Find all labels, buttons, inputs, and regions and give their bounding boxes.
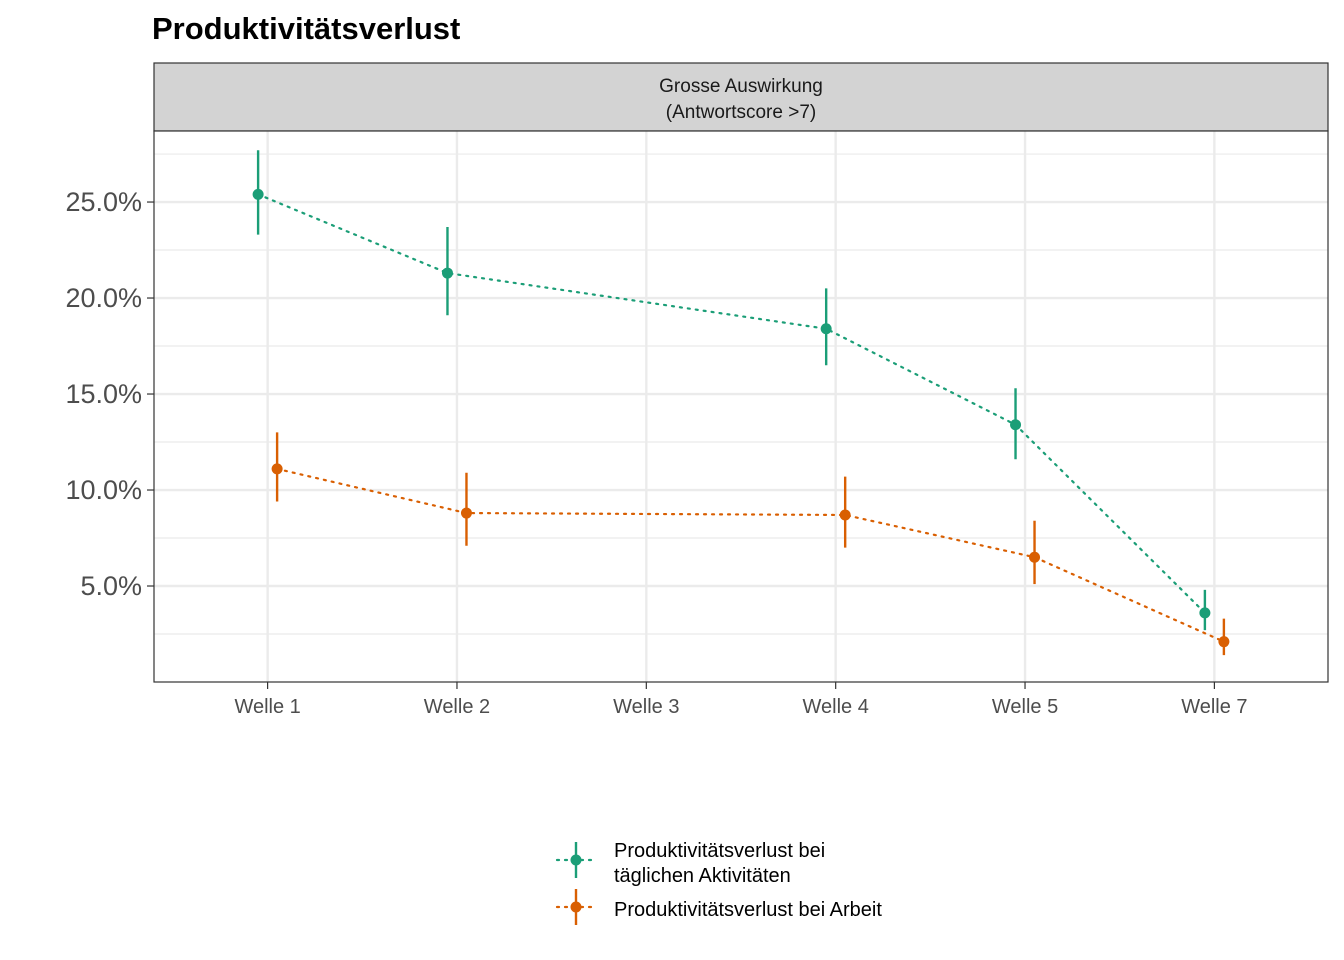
legend-key-point — [570, 901, 582, 913]
legend-label: täglichen Aktivitäten — [614, 865, 791, 887]
data-point — [1199, 607, 1211, 619]
data-point — [1218, 636, 1230, 648]
facet-label-line-1: Grosse Auswirkung — [659, 76, 823, 97]
plot-panel — [154, 131, 1328, 682]
x-tick-label: Welle 7 — [1181, 696, 1247, 718]
y-tick-label: 15.0% — [65, 379, 142, 409]
data-point — [460, 507, 472, 519]
y-tick-label: 10.0% — [65, 475, 142, 505]
data-point — [839, 509, 851, 521]
data-point — [252, 188, 264, 200]
y-tick-label: 25.0% — [65, 187, 142, 217]
legend-key-point — [570, 854, 582, 866]
plot-border — [153, 130, 1329, 683]
data-point — [441, 267, 453, 279]
y-axis: 5.0% 10.0% 15.0% 20.0% 25.0% — [65, 187, 154, 601]
facet-label-line-2: (Antwortscore >7) — [666, 102, 816, 123]
x-tick-label: Welle 1 — [234, 696, 300, 718]
series-1 — [252, 150, 1211, 631]
legend: Produktivitätsverlust bei täglichen Aktiv… — [555, 840, 882, 925]
x-tick-label: Welle 2 — [424, 696, 490, 718]
legend-item-1: Produktivitätsverlust bei täglichen Aktiv… — [555, 840, 825, 887]
x-tick-label: Welle 4 — [803, 696, 869, 718]
grid-minor — [154, 153, 1328, 635]
grid-major — [154, 131, 1328, 682]
y-tick-label: 5.0% — [80, 571, 142, 601]
series-2 — [271, 432, 1230, 656]
data-point — [1029, 551, 1041, 563]
data-point — [271, 463, 283, 475]
facet-strip — [153, 62, 1329, 132]
series-line — [257, 193, 1206, 614]
series-layer — [252, 150, 1230, 656]
y-tick-label: 20.0% — [65, 283, 142, 313]
chart-title: Produktivitätsverlust — [152, 11, 460, 46]
legend-item-2: Produktivitätsverlust bei Arbeit — [555, 889, 882, 925]
x-tick-label: Welle 3 — [613, 696, 679, 718]
x-axis: Welle 1 Welle 2 Welle 3 Welle 4 Welle 5 Welle… — [234, 682, 1248, 718]
data-point — [1010, 419, 1022, 431]
legend-label: Produktivitätsverlust bei Arbeit — [614, 899, 882, 921]
data-point — [820, 323, 832, 335]
x-tick-label: Welle 5 — [992, 696, 1058, 718]
series-line — [276, 467, 1225, 643]
legend-label: Produktivitätsverlust bei — [614, 840, 825, 862]
